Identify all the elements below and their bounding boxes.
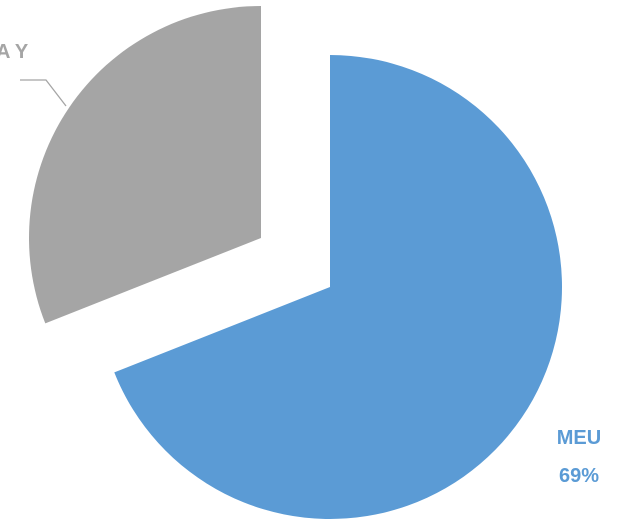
slice-label-2: A Y <box>0 41 29 63</box>
pie-slice-1 <box>114 55 563 520</box>
pie-slices <box>29 6 563 520</box>
slice-label-1-name: MEU <box>557 427 601 449</box>
leader-line-2 <box>20 79 67 107</box>
pie-slice-2 <box>29 6 261 324</box>
slice-labels: MEU 69% A Y <box>0 41 601 487</box>
leader-lines <box>20 79 67 107</box>
slice-label-1-percent: 69% <box>559 465 599 487</box>
slice-label-1: MEU 69% <box>557 427 601 487</box>
